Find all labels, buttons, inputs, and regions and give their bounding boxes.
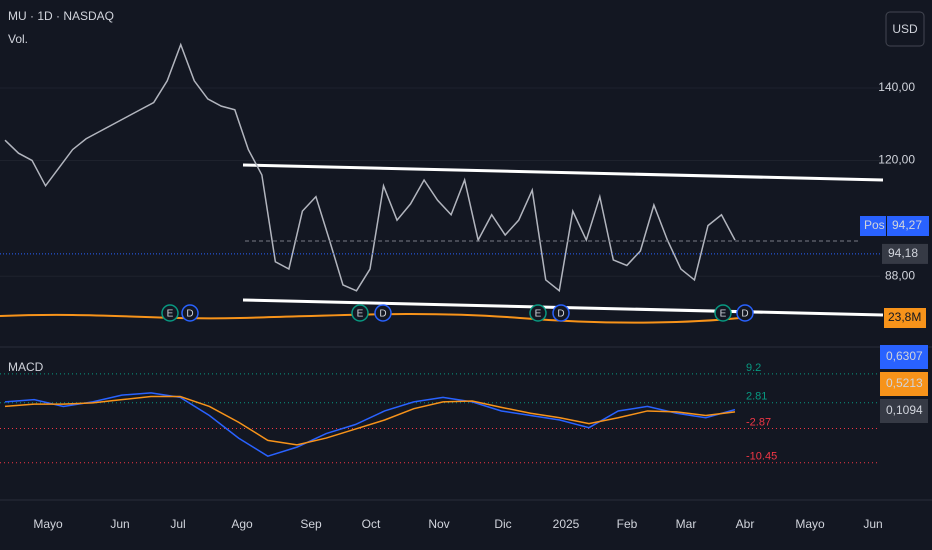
price-tick-label: 140,00 — [878, 80, 915, 94]
event-badge[interactable] — [552, 304, 570, 322]
macd-title: MACD — [8, 360, 44, 374]
time-label: 2025 — [553, 517, 580, 531]
currency-button[interactable] — [885, 11, 925, 47]
price-tick-label: 88,00 — [885, 268, 915, 282]
macd-level-label: 9.2 — [746, 362, 761, 374]
last-price-label: 94,18 — [888, 246, 918, 260]
symbol-title: MU · 1D · NASDAQ — [8, 9, 114, 23]
event-label[interactable]: D — [186, 309, 193, 320]
event-label[interactable]: D — [557, 309, 564, 320]
signal-line — [4, 395, 736, 446]
macd-line — [4, 392, 736, 457]
time-label: Jun — [863, 517, 882, 531]
time-label: Jul — [170, 517, 185, 531]
event-label[interactable]: D — [379, 309, 386, 320]
time-label: Mayo — [795, 517, 825, 531]
position-tag — [860, 216, 886, 236]
event-label[interactable]: E — [535, 309, 542, 320]
time-label: Mayo — [33, 517, 63, 531]
macd-level-label: 2.81 — [746, 391, 767, 403]
event-badge[interactable] — [351, 304, 369, 322]
last-price-tag — [882, 243, 928, 264]
currency-label[interactable]: USD — [892, 22, 918, 36]
time-label: Ago — [231, 517, 253, 531]
volume-tag — [884, 308, 926, 328]
event-label[interactable]: E — [720, 309, 727, 320]
event-label[interactable]: E — [357, 309, 364, 320]
event-badge[interactable] — [374, 304, 392, 322]
time-label: Sep — [300, 517, 322, 531]
event-badge[interactable] — [529, 304, 547, 322]
macd-value: 0,6307 — [886, 349, 923, 363]
position-value: 94,27 — [892, 218, 922, 232]
time-label: Nov — [428, 517, 449, 531]
event-label[interactable]: E — [167, 309, 174, 320]
time-label: Mar — [676, 517, 697, 531]
macd-value-tag — [880, 372, 928, 396]
macd-value-tag — [880, 345, 928, 369]
time-label: Dic — [494, 517, 511, 531]
volume-title: Vol. — [8, 32, 28, 46]
price-tick-label: 120,00 — [878, 153, 915, 167]
price-line — [4, 42, 736, 293]
time-label: Feb — [617, 517, 638, 531]
time-label: Oct — [362, 517, 381, 531]
event-badge[interactable] — [736, 304, 754, 322]
macd-value: 0,1094 — [886, 403, 923, 417]
event-badge[interactable] — [181, 304, 199, 322]
macd-level-label: -2.87 — [746, 416, 771, 428]
event-badge[interactable] — [161, 304, 179, 322]
resistance-line — [242, 163, 884, 182]
macd-level-label: -10.45 — [746, 451, 777, 463]
time-label: Jun — [110, 517, 129, 531]
event-label[interactable]: D — [741, 309, 748, 320]
position-tag-label: Pos — [864, 218, 885, 232]
macd-value: 0,5213 — [886, 376, 923, 390]
event-badge[interactable] — [714, 304, 732, 322]
position-value-tag — [887, 216, 929, 236]
time-label: Abr — [736, 517, 755, 531]
volume-value: 23,8M — [888, 310, 921, 324]
macd-value-tag — [880, 399, 928, 423]
